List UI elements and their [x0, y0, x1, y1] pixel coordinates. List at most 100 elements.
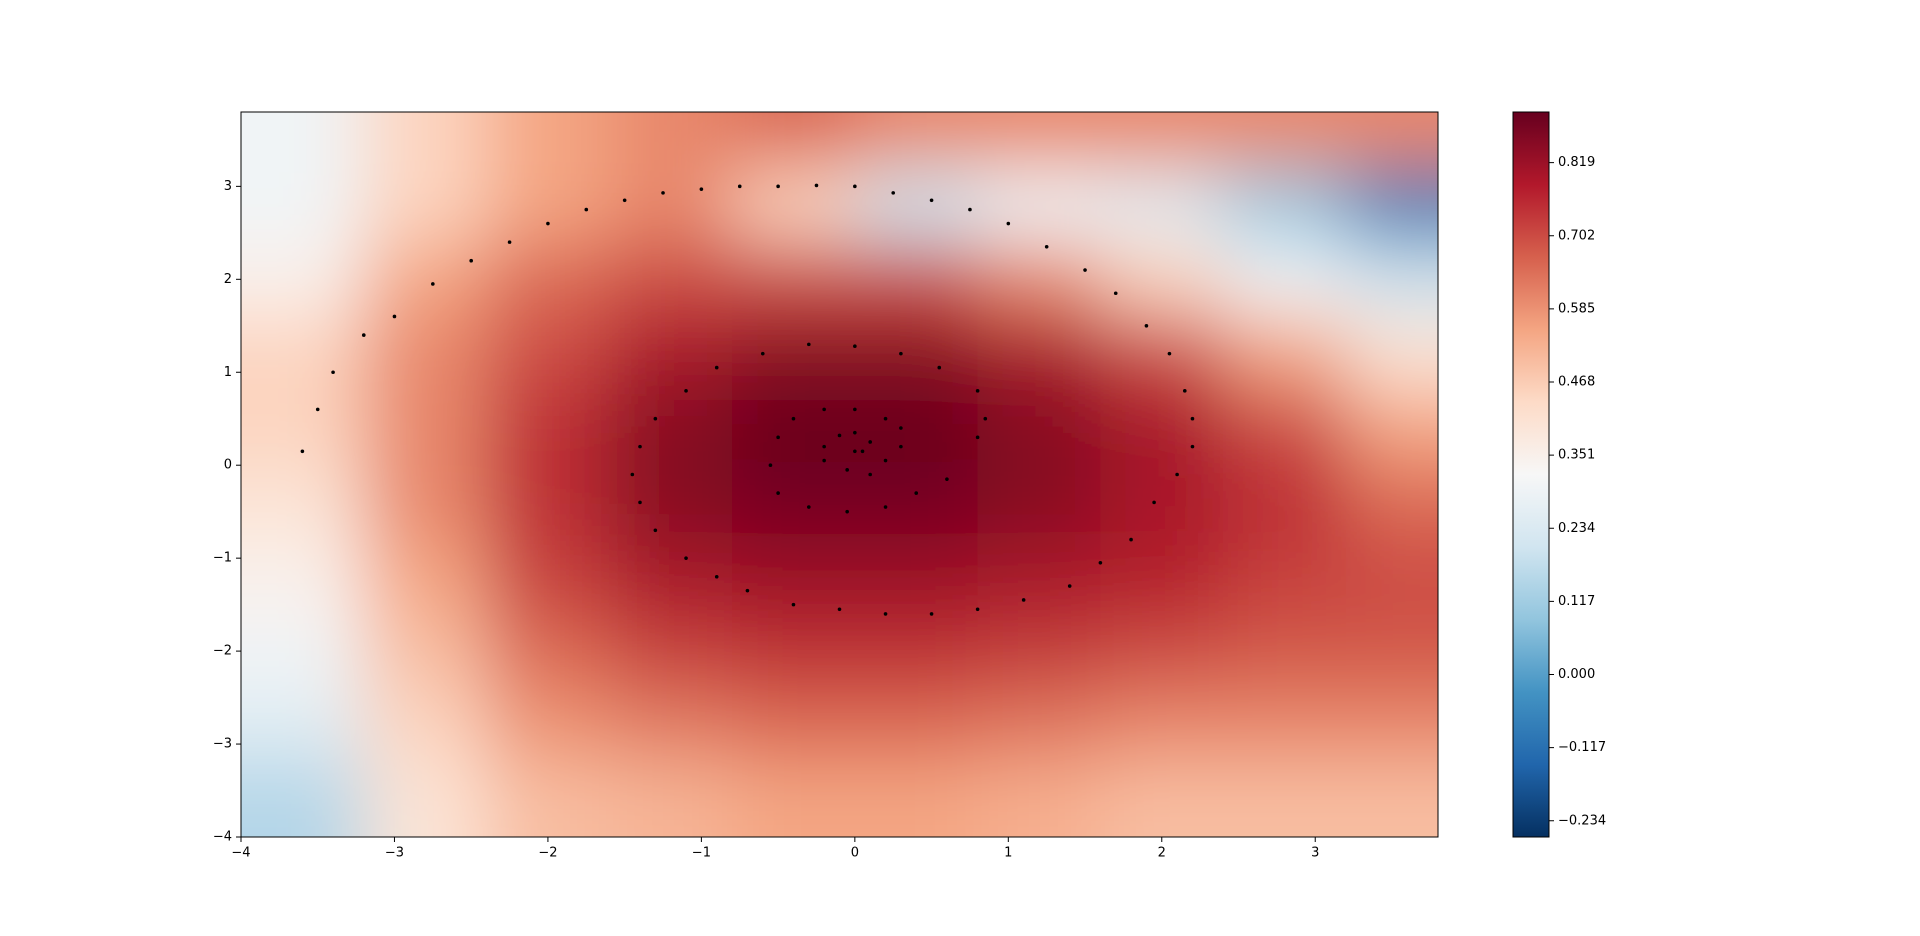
- heat-cell: [854, 167, 979, 244]
- heat-cell: [241, 539, 365, 615]
- heat-cell: [1345, 390, 1438, 467]
- trajectory-point: [653, 528, 658, 533]
- x-tick-label: 2: [1158, 846, 1166, 861]
- heat-cell: [609, 688, 734, 764]
- trajectory-point: [822, 407, 826, 412]
- heat-cell: [1223, 539, 1347, 615]
- heat-cell: [363, 112, 488, 169]
- heat-cell: [1345, 167, 1438, 244]
- heat-cell: [1223, 242, 1347, 318]
- heat-cell: [1223, 688, 1347, 764]
- heat-cell: [854, 539, 979, 615]
- heat-cell: [241, 688, 365, 764]
- x-tick-label: −4: [231, 846, 250, 861]
- heat-cell: [486, 316, 611, 392]
- trajectory-point: [899, 426, 903, 430]
- trajectory-point: [745, 588, 750, 593]
- heat-cell: [854, 390, 979, 467]
- heat-cell: [732, 112, 856, 169]
- trajectory-point: [822, 458, 826, 463]
- trajectory-point: [1044, 244, 1049, 249]
- trajectory-point: [853, 344, 857, 349]
- colorbar: [1512, 111, 1550, 838]
- heat-cell: [609, 112, 734, 169]
- trajectory-point: [300, 449, 305, 454]
- y-tick-label: −3: [213, 737, 232, 752]
- trajectory-point: [1113, 291, 1118, 296]
- heat-cell: [977, 688, 1102, 764]
- heat-cell: [1223, 762, 1347, 837]
- heat-cell: [1223, 316, 1347, 392]
- heat-cell: [609, 762, 734, 837]
- colorbar-tick-label: 0.702: [1558, 228, 1595, 243]
- heat-cell: [1223, 613, 1347, 690]
- trajectory-point: [546, 221, 550, 226]
- heat-cell: [363, 539, 488, 615]
- heat-cell: [609, 390, 734, 467]
- trajectory-point: [1006, 221, 1011, 226]
- heat-cell: [1100, 688, 1225, 764]
- heat-cell: [486, 613, 611, 690]
- colorbar-tick-label: 0.000: [1558, 667, 1595, 682]
- trajectory-point: [975, 389, 980, 393]
- heat-cell: [732, 465, 856, 541]
- x-tick-label: 1: [1004, 846, 1012, 861]
- heat-cell: [1100, 613, 1225, 690]
- heat-cell: [486, 242, 611, 318]
- heat-cell: [732, 613, 856, 690]
- heat-cell: [1223, 390, 1347, 467]
- x-tick-label: −3: [385, 846, 404, 861]
- trajectory-point: [883, 416, 888, 421]
- heat-cell: [1345, 112, 1438, 169]
- heat-cell: [854, 242, 979, 318]
- y-tick-label: 3: [224, 179, 232, 194]
- trajectory-point: [622, 198, 627, 203]
- trajectory-point: [776, 184, 780, 189]
- trajectory-point: [760, 351, 765, 356]
- trajectory-point: [469, 258, 473, 263]
- heat-cell: [732, 539, 856, 615]
- heat-cell: [363, 242, 488, 318]
- trajectory: [300, 183, 1195, 616]
- heat-cell: [609, 613, 734, 690]
- colorbar-tick-label: 0.117: [1558, 594, 1595, 609]
- trajectory-point: [776, 435, 780, 440]
- heat-cell: [486, 688, 611, 764]
- y-tick-label: 0: [224, 458, 232, 473]
- trajectory-point: [1190, 444, 1195, 449]
- heat-cell: [854, 688, 979, 764]
- heat-cell: [363, 390, 488, 467]
- trajectory-point: [1129, 537, 1133, 542]
- heat-cell: [1100, 242, 1225, 318]
- y-tick-label: −1: [213, 551, 232, 566]
- heat-cell: [363, 167, 488, 244]
- colorbar-tick-label: −0.234: [1558, 813, 1606, 828]
- heat-cell: [854, 465, 979, 541]
- colorbar-tick-label: 0.468: [1558, 375, 1595, 390]
- heat-cell: [1345, 539, 1438, 615]
- heat-cell: [977, 242, 1102, 318]
- heat-cell: [977, 316, 1102, 392]
- trajectory-point: [891, 191, 896, 195]
- heatmap: [241, 112, 1438, 837]
- heat-cell: [854, 762, 979, 837]
- heat-cell: [486, 112, 611, 169]
- heat-cell: [363, 465, 488, 541]
- heat-cell: [854, 316, 979, 392]
- heat-cell: [732, 242, 856, 318]
- trajectory-point: [937, 365, 942, 370]
- y-tick-label: −4: [213, 830, 232, 845]
- trajectory-point: [791, 602, 796, 607]
- heat-cell: [732, 688, 856, 764]
- trajectory-point: [1190, 416, 1195, 421]
- x-tick-label: 0: [851, 846, 859, 861]
- trajectory-point: [638, 444, 642, 449]
- trajectory-point: [431, 282, 435, 286]
- colorbar-tick-label: −0.117: [1558, 740, 1606, 755]
- trajectory-point: [684, 389, 688, 393]
- trajectory-point: [1182, 389, 1187, 393]
- trajectory-point: [853, 449, 857, 454]
- trajectory-point: [584, 207, 589, 212]
- heat-cell: [241, 465, 365, 541]
- trajectory-point: [929, 612, 934, 616]
